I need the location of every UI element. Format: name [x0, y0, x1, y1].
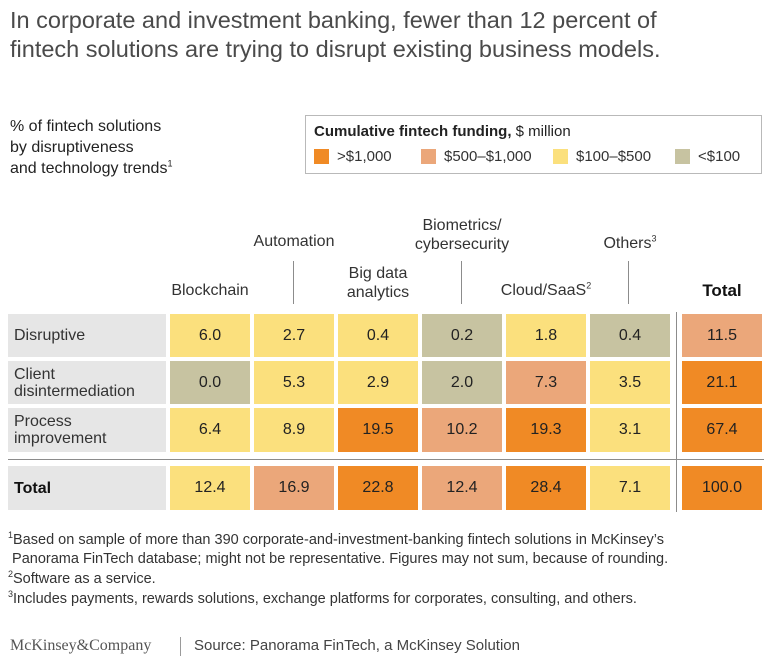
column-header-big-data-line-1: Big data	[348, 265, 408, 282]
cell-client-big-data: 2.9	[338, 361, 418, 404]
cell-disruptive-others: 0.4	[590, 314, 670, 357]
cell-total-blockchain: 12.4	[170, 466, 250, 510]
legend-item-100-500: $100–$500	[553, 148, 651, 165]
row-label-client-disintermediation: Client disintermediation	[8, 361, 166, 404]
cell-process-others: 3.1	[590, 408, 670, 452]
row-label-process-improvement: Process improvement	[8, 408, 166, 452]
row-label-disruptive-line-1: Disruptive	[14, 327, 86, 344]
cell-client-others: 3.5	[590, 361, 670, 404]
column-header-automation: Automation	[253, 233, 335, 250]
row-label-total-text: Total	[14, 479, 52, 497]
cell-process-total: 67.4	[682, 408, 762, 452]
footnote-1-continued: Panorama FinTech database; might not be …	[8, 551, 669, 567]
footnote-1: 1Based on sample of more than 390 corpor…	[8, 531, 664, 549]
subtitle-line-3-text: and technology trends	[10, 160, 168, 177]
column-header-separator-1	[293, 261, 294, 304]
legend-swatch-under-100	[675, 149, 690, 164]
cell-client-cloud-saas: 7.3	[506, 361, 586, 404]
total-column-divider	[676, 312, 677, 512]
column-header-biometrics-cybersecurity: Biometrics/ cybersecurity	[392, 216, 532, 254]
legend-title: Cumulative fintech funding, $ million	[314, 123, 571, 140]
cell-grand-total: 100.0	[682, 466, 762, 510]
legend-item-500-1000: $500–$1,000	[421, 148, 532, 165]
row-label-process-line-2: improvement	[14, 430, 107, 447]
subtitle-footnote-marker: 1	[167, 158, 173, 169]
column-header-cloud-saas-text: Cloud/SaaS	[500, 282, 587, 299]
cell-client-biometrics: 2.0	[422, 361, 502, 404]
chart-subtitle: % of fintech solutions by disruptiveness…	[10, 116, 270, 179]
subtitle-line-3: and technology trends1	[10, 158, 270, 179]
cell-process-biometrics: 10.2	[422, 408, 502, 452]
footnote-1-marker: 1	[8, 530, 14, 541]
footnote-3-text: Includes payments, rewards solutions, ex…	[13, 591, 637, 607]
column-header-total: Total	[702, 281, 742, 300]
chart-title: In corporate and investment banking, few…	[10, 6, 770, 64]
column-header-separator-2	[461, 261, 462, 304]
cell-client-total: 21.1	[682, 361, 762, 404]
legend-title-unit: $ million	[511, 123, 571, 140]
cell-client-blockchain: 0.0	[170, 361, 250, 404]
legend-swatch-100-500	[553, 149, 568, 164]
legend-item-over-1000: >$1,000	[314, 148, 392, 165]
legend-label-over-1000: >$1,000	[337, 148, 392, 165]
footnote-3: 3Includes payments, rewards solutions, e…	[8, 590, 637, 608]
column-header-cloud-saas-marker: 2	[586, 280, 592, 291]
row-label-client-line-2: disintermediation	[14, 382, 135, 400]
cell-disruptive-cloud-saas: 1.8	[506, 314, 586, 357]
chart-title-line-1: In corporate and investment banking, few…	[10, 7, 657, 33]
cell-total-cloud-saas: 28.4	[506, 466, 586, 510]
cell-disruptive-biometrics: 0.2	[422, 314, 502, 357]
cell-disruptive-total: 11.5	[682, 314, 762, 357]
chart-title-line-2: fintech solutions are trying to disrupt …	[10, 36, 661, 62]
cell-process-automation: 8.9	[254, 408, 334, 452]
column-header-separator-3	[628, 261, 629, 304]
legend-label-100-500: $100–$500	[576, 148, 652, 165]
cell-total-big-data: 22.8	[338, 466, 418, 510]
footnote-3-marker: 3	[8, 589, 14, 600]
row-label-process-line-1: Process	[14, 413, 72, 430]
column-header-others-text: Others	[603, 235, 652, 252]
legend-label-under-100: <$100	[698, 148, 741, 165]
source-note: Source: Panorama FinTech, a McKinsey Sol…	[194, 637, 520, 654]
cell-total-automation: 16.9	[254, 466, 334, 510]
legend-title-bold: Cumulative fintech funding,	[314, 123, 512, 140]
cell-disruptive-big-data: 0.4	[338, 314, 418, 357]
column-header-cloud-saas: Cloud/SaaS2	[486, 281, 606, 300]
cell-process-big-data: 19.5	[338, 408, 418, 452]
cell-client-automation: 5.3	[254, 361, 334, 404]
cell-disruptive-blockchain: 6.0	[170, 314, 250, 357]
row-label-total: Total	[8, 466, 166, 510]
cell-disruptive-automation: 2.7	[254, 314, 334, 357]
column-header-biometrics-line-1: Biometrics/	[422, 217, 502, 234]
cell-process-cloud-saas: 19.3	[506, 408, 586, 452]
column-header-blockchain: Blockchain	[171, 282, 249, 299]
row-label-disruptive: Disruptive	[8, 314, 166, 357]
cell-process-blockchain: 6.4	[170, 408, 250, 452]
footer-divider	[180, 637, 181, 656]
column-header-biometrics-line-2: cybersecurity	[414, 236, 510, 253]
footnote-2-text: Software as a service.	[13, 571, 156, 587]
total-row-divider	[8, 459, 764, 460]
cell-total-others: 7.1	[590, 466, 670, 510]
subtitle-line-1: % of fintech solutions	[10, 118, 162, 135]
legend: Cumulative fintech funding, $ million >$…	[305, 115, 762, 174]
legend-swatch-over-1000	[314, 149, 329, 164]
footnote-2-marker: 2	[8, 569, 14, 580]
column-header-others: Others3	[570, 234, 690, 253]
legend-swatch-500-1000	[421, 149, 436, 164]
footnote-2: 2Software as a service.	[8, 570, 156, 588]
row-label-client-line-1: Client	[14, 365, 55, 383]
column-header-big-data-line-2: analytics	[346, 284, 410, 301]
legend-label-500-1000: $500–$1,000	[444, 148, 532, 165]
legend-item-under-100: <$100	[675, 148, 740, 165]
column-header-others-marker: 3	[651, 233, 657, 244]
column-header-big-data-analytics: Big data analytics	[318, 264, 438, 302]
subtitle-line-2: by disruptiveness	[10, 139, 134, 156]
footnote-1-line-1: Based on sample of more than 390 corpora…	[13, 532, 664, 548]
mckinsey-logo: McKinsey&Company	[10, 637, 152, 654]
cell-total-biometrics: 12.4	[422, 466, 502, 510]
